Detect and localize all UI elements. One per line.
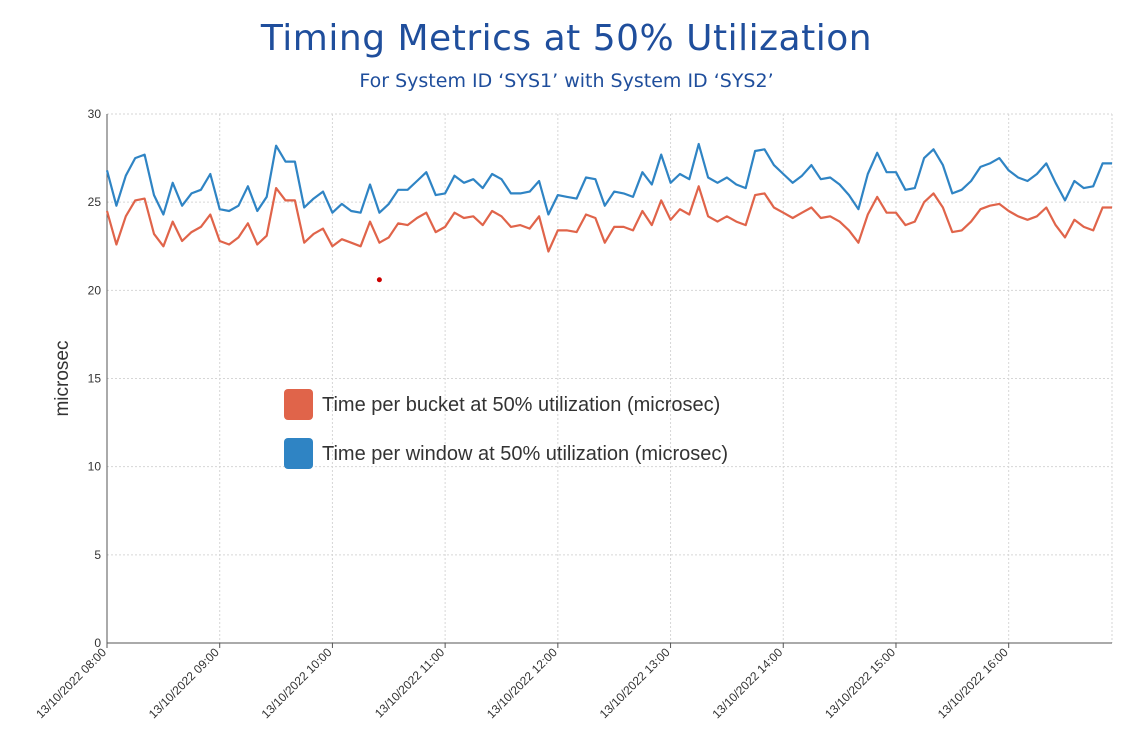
chart-subtitle: For System ID ‘SYS1’ with System ID ‘SYS… [359, 70, 774, 92]
y-axis-label: microsec [52, 340, 73, 416]
y-tick-label: 10 [88, 460, 102, 474]
x-tick-label: 13/10/2022 10:00 [259, 645, 335, 721]
series-line-window [105, 142, 1112, 216]
x-tick-label: 13/10/2022 08:00 [33, 645, 109, 721]
legend: Time per bucket at 50% utilization (micr… [284, 389, 728, 469]
x-tick-label: 13/10/2022 15:00 [822, 645, 898, 721]
grid [107, 113, 1113, 643]
annotation-point [376, 277, 382, 283]
x-tick-label: 13/10/2022 11:00 [372, 645, 448, 721]
chart-title: Timing Metrics at 50% Utilization [260, 18, 873, 59]
legend-label: Time per bucket at 50% utilization (micr… [322, 394, 720, 416]
legend-label: Time per window at 50% utilization (micr… [322, 443, 728, 465]
x-tick-label: 13/10/2022 14:00 [709, 645, 785, 721]
annotations [376, 277, 382, 283]
series-line-bucket [105, 185, 1112, 253]
y-tick-label: 5 [94, 548, 101, 562]
y-tick-label: 15 [88, 372, 102, 386]
x-tick-label: 13/10/2022 12:00 [484, 645, 560, 721]
legend-swatch [284, 438, 313, 469]
series-lines [105, 142, 1112, 253]
x-tick-label: 13/10/2022 09:00 [146, 645, 222, 721]
x-tick-label: 13/10/2022 13:00 [597, 645, 673, 721]
x-tick-label: 13/10/2022 16:00 [935, 645, 1011, 721]
y-tick-label: 30 [88, 107, 102, 121]
y-tick-label: 0 [94, 636, 101, 650]
y-tick-label: 20 [88, 283, 102, 297]
legend-swatch [284, 389, 313, 420]
y-tick-label: 25 [88, 195, 102, 209]
